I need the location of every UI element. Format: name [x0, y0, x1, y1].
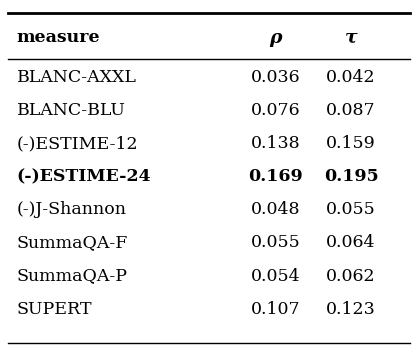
Text: SummaQA-F: SummaQA-F [17, 234, 128, 252]
Text: SummaQA-P: SummaQA-P [17, 267, 128, 285]
Text: (-)J-Shannon: (-)J-Shannon [17, 201, 127, 219]
Text: 0.169: 0.169 [249, 168, 303, 185]
Text: (-)ESTIME-12: (-)ESTIME-12 [17, 135, 138, 152]
Text: τ: τ [345, 29, 357, 47]
Text: 0.107: 0.107 [251, 301, 301, 318]
Text: measure: measure [17, 29, 100, 46]
Text: 0.123: 0.123 [326, 301, 376, 318]
Text: 0.064: 0.064 [326, 234, 376, 252]
Text: BLANC-AXXL: BLANC-AXXL [17, 69, 137, 86]
Text: 0.076: 0.076 [251, 102, 301, 119]
Text: 0.042: 0.042 [326, 69, 376, 86]
Text: ρ: ρ [270, 29, 282, 47]
Text: 0.062: 0.062 [326, 267, 376, 285]
Text: 0.036: 0.036 [251, 69, 301, 86]
Text: 0.159: 0.159 [326, 135, 376, 152]
Text: 0.087: 0.087 [326, 102, 376, 119]
Text: (-)ESTIME-24: (-)ESTIME-24 [17, 168, 151, 185]
Text: BLANC-BLU: BLANC-BLU [17, 102, 125, 119]
Text: 0.055: 0.055 [326, 201, 376, 219]
Text: SUPERT: SUPERT [17, 301, 92, 318]
Text: 0.054: 0.054 [251, 267, 301, 285]
Text: 0.138: 0.138 [251, 135, 301, 152]
Text: 0.055: 0.055 [251, 234, 301, 252]
Text: 0.195: 0.195 [324, 168, 378, 185]
Text: 0.048: 0.048 [251, 201, 301, 219]
